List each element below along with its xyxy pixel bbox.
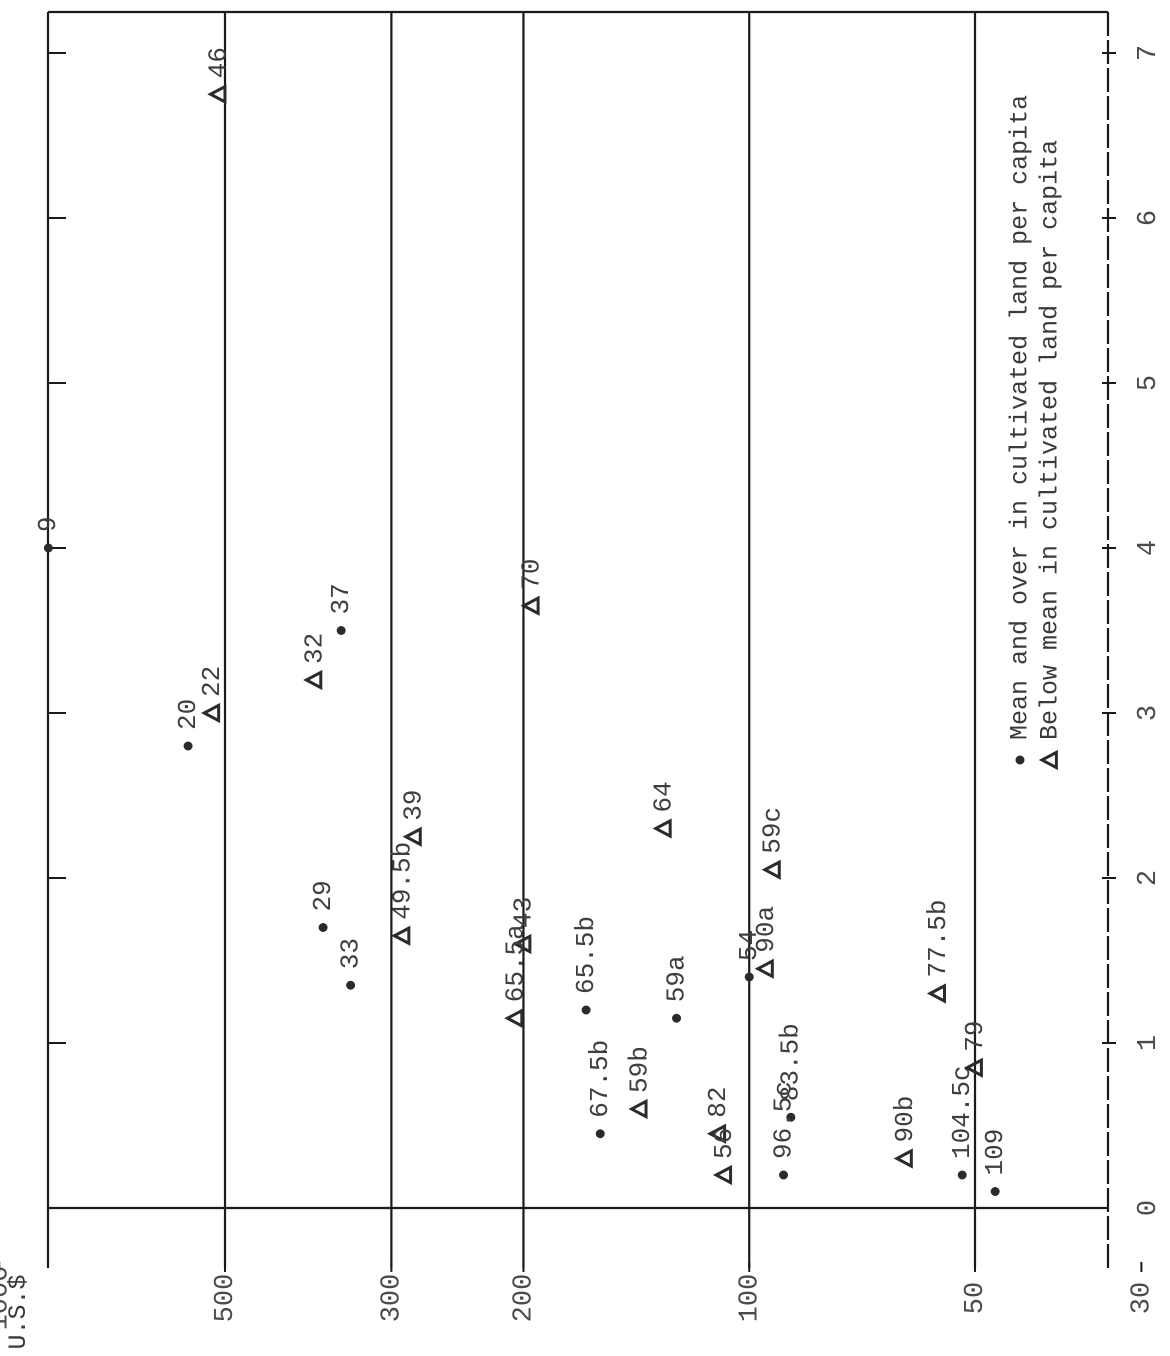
- point-22-label: 22: [197, 666, 227, 697]
- point-109-label: 109: [980, 1129, 1010, 1176]
- point-64-marker: [652, 818, 672, 839]
- point-59c-marker: [761, 859, 781, 880]
- y-tick-label-500: 500: [211, 1274, 241, 1323]
- point-54-label: 54: [734, 930, 764, 961]
- x-tick-label-3: 3: [1134, 705, 1164, 721]
- point-77_5b-label: 77.5b: [923, 899, 953, 977]
- y-tick-label-300: 300: [378, 1274, 408, 1323]
- point-29-label: 29: [308, 880, 338, 911]
- y-tick-label-100: 100: [735, 1274, 765, 1323]
- x-tick-label-1: 1: [1134, 1035, 1164, 1051]
- point-59c-label: 59c: [758, 807, 788, 854]
- point-67_5b-marker: [595, 1129, 605, 1139]
- point-32-label: 32: [299, 633, 329, 664]
- point-96_5c-label: 96.5c: [768, 1081, 798, 1159]
- x-tick-label-0: 0: [1134, 1200, 1164, 1216]
- point-82-marker: [706, 1123, 727, 1144]
- point-77_5b-marker: [926, 983, 946, 1004]
- point-39-marker: [402, 826, 422, 847]
- point-43-label: 43: [508, 897, 538, 928]
- x-tick-label-2: 2: [1134, 870, 1164, 886]
- point-39-label: 39: [399, 790, 429, 821]
- point-49_5b-label: 49.5b: [387, 842, 417, 920]
- point-104_5c-label: 104.5c: [947, 1065, 977, 1159]
- point-22-marker: [201, 702, 221, 724]
- legend-entry-1: Mean and over in cultivated land per cap…: [1006, 95, 1035, 740]
- point-49_5b-marker: [391, 925, 411, 946]
- point-90b-marker: [893, 1148, 913, 1169]
- y-tick-label-1000: 1000: [0, 1266, 15, 1331]
- point-64-label: 64: [649, 781, 679, 812]
- legend-triangle-marker: [1038, 749, 1058, 771]
- point-46-label: 46: [203, 47, 233, 78]
- point-70-label: 70: [517, 559, 547, 590]
- point-37-marker: [336, 626, 346, 635]
- point-9-label: 9: [33, 516, 63, 532]
- axes: 01234567305010020030050010002000U.S.$: [0, 10, 1164, 1350]
- point-33-marker: [346, 980, 356, 990]
- point-90a-label: 90a: [751, 906, 781, 953]
- point-79-label: 79: [960, 1021, 990, 1052]
- point-70-marker: [520, 595, 540, 616]
- point-59b-marker: [628, 1098, 648, 1120]
- point-20-label: 20: [173, 699, 203, 730]
- point-20-marker: [183, 741, 193, 751]
- point-83_5b-label: 83.5b: [776, 1023, 806, 1101]
- point-59a-label: 59a: [661, 955, 691, 1002]
- point-83_5b-marker: [786, 1112, 796, 1122]
- point-65_5b-marker: [581, 1005, 591, 1015]
- point-90b-label: 90b: [890, 1096, 920, 1143]
- point-33-label: 33: [335, 938, 365, 969]
- y-axis-unit-label: U.S.$: [4, 1274, 33, 1349]
- point-9-marker: [43, 543, 53, 553]
- y-tick-label-200: 200: [510, 1274, 540, 1323]
- point-96_5c-marker: [779, 1170, 789, 1180]
- point-32-marker: [303, 669, 323, 691]
- x-tick-label-4: 4: [1134, 540, 1164, 556]
- point-65_5a-label: 65.5a: [500, 924, 530, 1002]
- point-46-marker: [207, 84, 227, 105]
- x-tick-label-7: 7: [1134, 45, 1164, 61]
- point-43-marker: [512, 933, 532, 955]
- x-tick-label-5: 5: [1134, 375, 1164, 391]
- legend: Mean and over in cultivated land per cap…: [1006, 95, 1065, 771]
- point-54-marker: [744, 972, 754, 982]
- x-tick-label-6: 6: [1134, 210, 1164, 226]
- point-104_5c-marker: [957, 1170, 967, 1180]
- point-90a-marker: [754, 958, 774, 979]
- point-65_5b-label: 65.5b: [571, 916, 601, 994]
- point-29-marker: [318, 923, 328, 932]
- point-67_5b-label: 67.5b: [585, 1040, 615, 1118]
- point-56-marker: [712, 1164, 733, 1186]
- point-109-marker: [990, 1187, 1000, 1196]
- legend-entry-2: Below mean in cultivated land per capita: [1036, 140, 1065, 740]
- grid-lines: [223, 12, 977, 1268]
- point-82-label: 82: [703, 1087, 733, 1118]
- point-37-label: 37: [326, 583, 356, 614]
- point-59b-label: 59b: [625, 1046, 655, 1093]
- point-56-label: 56: [709, 1128, 739, 1159]
- y-tick-label-50: 50: [961, 1282, 991, 1314]
- point-65_5a-marker: [504, 1008, 524, 1029]
- y-tick-label-30: 30: [1128, 1282, 1158, 1314]
- point-79-marker: [963, 1057, 983, 1078]
- legend-circle-marker: [1015, 755, 1025, 765]
- point-59a-marker: [672, 1013, 682, 1023]
